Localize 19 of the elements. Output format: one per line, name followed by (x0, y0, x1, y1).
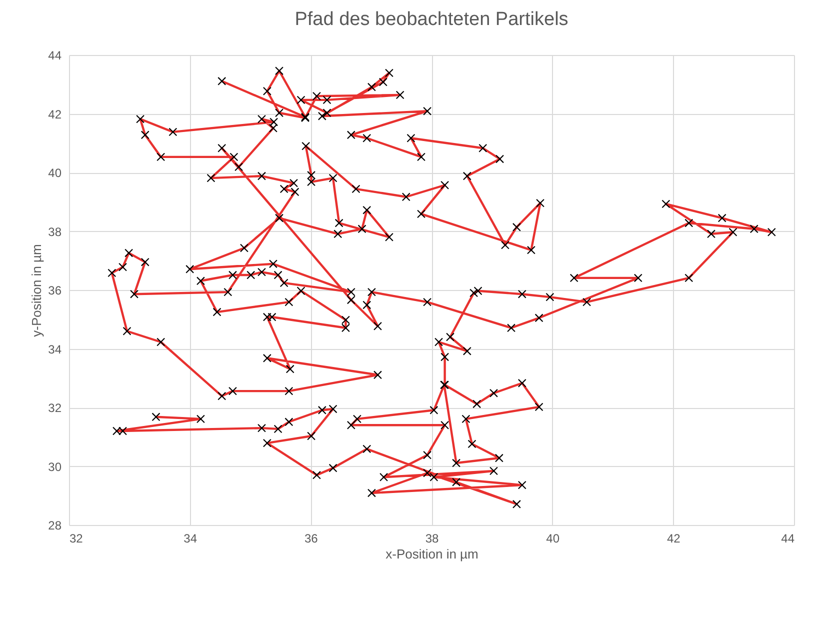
y-tick-label: 40 (48, 166, 62, 180)
x-tick-label: 42 (666, 532, 681, 546)
x-tick-label: 36 (304, 532, 318, 546)
y-tick-label: 28 (48, 518, 62, 532)
y-tick-label: 30 (48, 460, 62, 474)
x-tick-label: 34 (184, 532, 198, 546)
x-tick-label: 38 (425, 532, 439, 546)
y-axis-title: y-Position in µm (29, 244, 44, 337)
y-tick-label: 42 (48, 107, 62, 122)
chart-title: Pfad des beobachteten Partikels (294, 9, 568, 30)
x-tick-label: 44 (781, 532, 795, 546)
y-tick-label: 36 (48, 284, 62, 298)
x-tick-label: 32 (70, 532, 84, 546)
y-tick-label: 44 (48, 48, 62, 62)
y-tick-label: 32 (48, 401, 62, 415)
y-tick-label: 38 (48, 224, 62, 239)
x-axis-title: x-Position in µm (386, 546, 478, 562)
x-tick-label: 40 (546, 532, 560, 546)
y-tick-label: 34 (48, 342, 62, 356)
